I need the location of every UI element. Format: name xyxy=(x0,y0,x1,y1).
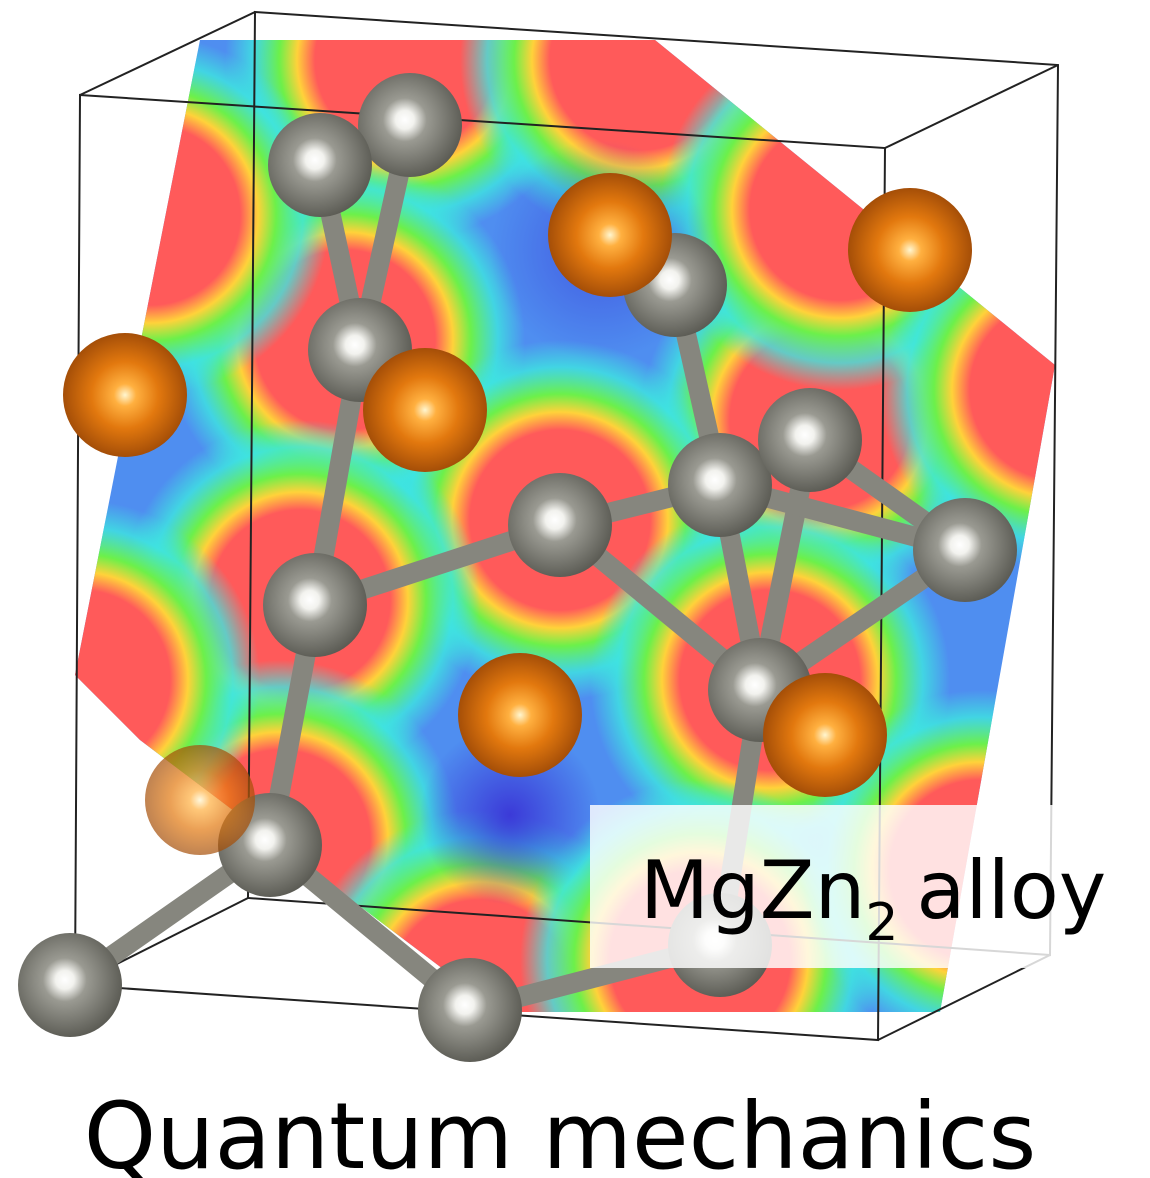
mg-atom xyxy=(63,333,187,457)
zn-atom xyxy=(508,473,612,577)
zn-atom xyxy=(268,113,372,217)
label-suffix: alloy xyxy=(916,844,1106,937)
caption: Quantum mechanics xyxy=(84,1083,1037,1178)
zn-atom xyxy=(358,73,462,177)
illustration: MgZn2 alloy Quantum mechanics xyxy=(0,0,1150,1178)
mg-atom xyxy=(145,745,255,855)
zn-atom xyxy=(668,433,772,537)
mg-atom xyxy=(363,348,487,472)
zn-atom xyxy=(913,498,1017,602)
zn-atom xyxy=(418,958,522,1062)
formula: MgZn xyxy=(640,844,865,937)
mg-atom xyxy=(763,673,887,797)
zn-atom xyxy=(18,933,122,1037)
zn-atom xyxy=(758,388,862,492)
cell-edge xyxy=(885,65,1058,148)
mg-atom xyxy=(848,188,972,312)
mg-atom xyxy=(548,173,672,297)
mg-atom xyxy=(458,653,582,777)
zn-atom xyxy=(263,553,367,657)
formula-subscript: 2 xyxy=(865,893,898,953)
